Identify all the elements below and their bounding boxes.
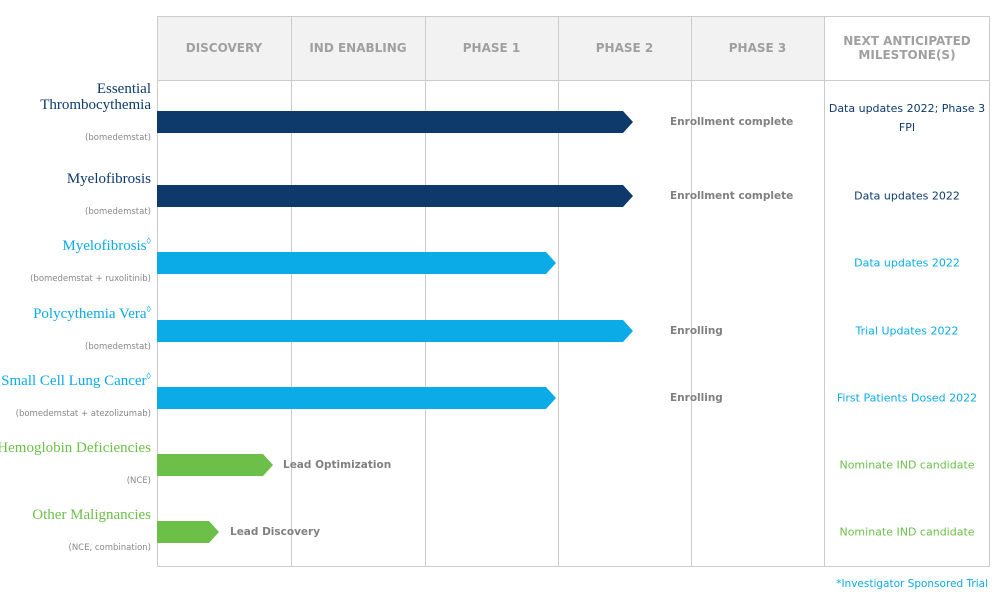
- row-name: Myelofibrosis◊: [0, 233, 151, 254]
- column-header: PHASE 2: [595, 41, 654, 55]
- milestone: Data updates 2022: [854, 189, 960, 203]
- status: Enrolling: [670, 325, 723, 337]
- column-lines: [291, 16, 825, 567]
- marker: ◊: [146, 236, 151, 246]
- bar-arrow: [157, 454, 273, 476]
- drug: (bomedemstat + ruxolitinib): [30, 274, 151, 284]
- bar-arrow: [157, 252, 556, 274]
- drug: (NCE, combination): [68, 543, 152, 553]
- footnote: *Investigator Sponsored Trial: [836, 578, 988, 590]
- milestone: Nominate IND candidate: [839, 525, 975, 539]
- name-text: Myelofibrosis: [66, 171, 151, 187]
- bar-arrow: [157, 185, 633, 207]
- column-header: PHASE 3: [728, 41, 787, 55]
- status: Enrolling: [670, 392, 723, 404]
- drug: (NCE): [126, 476, 151, 486]
- milestone: Data updates 2022; Phase 3 FPI: [828, 102, 986, 134]
- name-text: Other Malignancies: [32, 507, 151, 523]
- drug: (bomedemstat + atezolizumab): [15, 409, 151, 419]
- status: Lead Optimization: [283, 459, 392, 471]
- name-text: Polycythemia Vera: [33, 306, 147, 322]
- column-header: DISCOVERY: [185, 41, 263, 55]
- row-name: Other Malignancies: [0, 507, 151, 523]
- milestone: First Patients Dosed 2022: [836, 391, 978, 405]
- row-name: Essential Thrombocythemia: [0, 81, 151, 113]
- name-text: Myelofibrosis: [62, 238, 147, 254]
- milestone: Trial Updates 2022: [855, 324, 959, 338]
- status: Enrollment complete: [670, 190, 794, 202]
- drug: (bomedemstat): [85, 342, 151, 352]
- status: Lead Discovery: [230, 526, 321, 538]
- milestone: Data updates 2022: [854, 256, 960, 270]
- row-name: Hemoglobin Deficiencies: [0, 440, 151, 456]
- bar-arrow: [157, 111, 633, 133]
- column-header: PHASE 1: [462, 41, 521, 55]
- marker: ◊: [146, 304, 151, 314]
- milestone: Nominate IND candidate: [839, 458, 975, 472]
- marker: ◊: [146, 371, 151, 381]
- status: Enrollment complete: [670, 116, 794, 128]
- column-header: IND ENABLING: [309, 41, 407, 55]
- row-name: Polycythemia Vera◊: [0, 301, 151, 322]
- bar-arrow: [157, 387, 556, 409]
- bar-arrow: [157, 320, 633, 342]
- bar-arrow: [157, 521, 219, 543]
- row-name: Small Cell Lung Cancer◊: [0, 368, 151, 389]
- drug: (bomedemstat): [85, 133, 151, 143]
- name-text: Hemoglobin Deficiencies: [0, 440, 151, 456]
- name-text: Small Cell Lung Cancer: [1, 373, 147, 389]
- column-header: NEXT ANTICIPATED MILESTONE(S): [843, 34, 971, 62]
- name-text: Essential Thrombocythemia: [40, 81, 151, 113]
- drug: (bomedemstat): [85, 207, 151, 217]
- row-name: Myelofibrosis: [0, 171, 151, 187]
- table-border: [157, 16, 990, 567]
- header-bg: [157, 16, 824, 80]
